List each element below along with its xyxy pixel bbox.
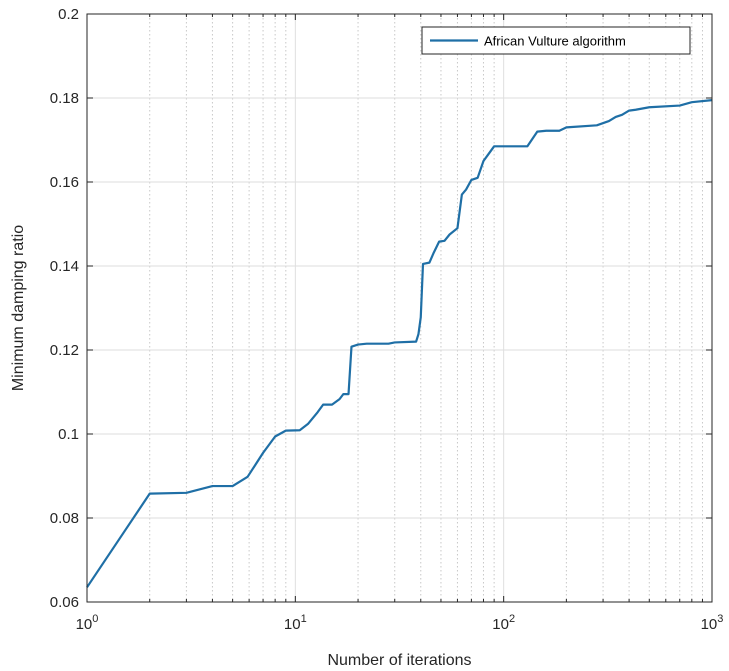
x-tick-label: 102 (492, 613, 515, 633)
y-tick-labels: 0.06 0.08 0.1 0.12 0.14 0.16 0.18 0.2 (50, 6, 79, 611)
series-line-african-vulture (86, 99, 713, 588)
y-tick-label: 0.1 (58, 426, 79, 443)
x-tick-labels: 100 101 102 103 (76, 613, 724, 633)
legend-entry-label: African Vulture algorithm (484, 34, 626, 49)
axes-frame (86, 13, 713, 603)
y-tick-label: 0.12 (50, 342, 79, 359)
x-tick-label: 101 (284, 613, 307, 633)
plot-background (87, 14, 712, 602)
axes-box (86, 13, 713, 603)
x-tick-label: 103 (701, 613, 724, 633)
y-axis-label: Minimum damping ratio (10, 225, 27, 391)
legend: African Vulture algorithm (421, 26, 691, 55)
x-axis-label: Number of iterations (327, 652, 471, 669)
y-tick-label: 0.08 (50, 510, 79, 527)
y-tick-label: 0.2 (58, 6, 79, 23)
y-tick-label: 0.14 (50, 258, 79, 275)
grid (86, 13, 713, 603)
y-tick-label: 0.06 (50, 594, 79, 611)
x-tick-label: 100 (76, 613, 99, 633)
plot-area (87, 14, 712, 602)
y-tick-label: 0.18 (50, 90, 79, 107)
y-tick-label: 0.16 (50, 174, 79, 191)
